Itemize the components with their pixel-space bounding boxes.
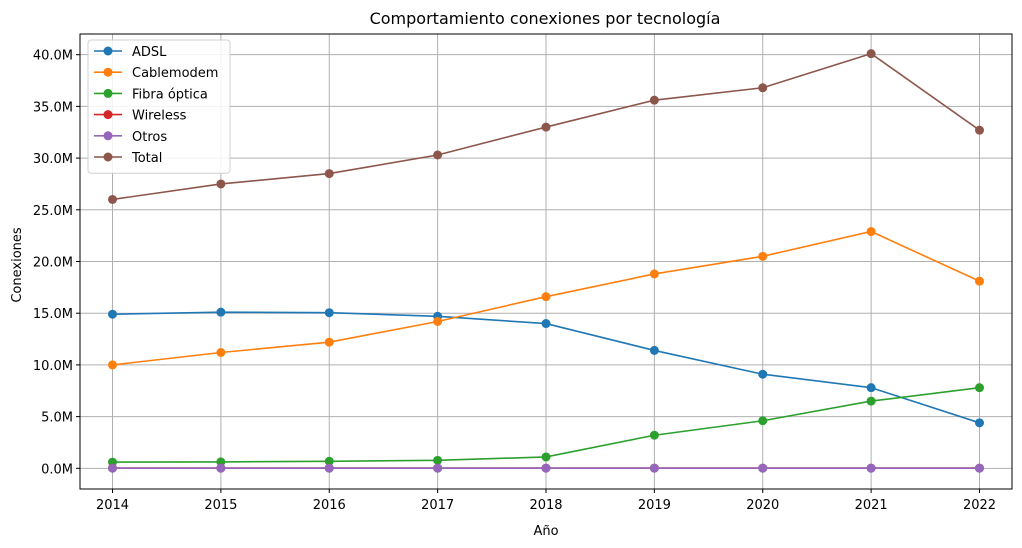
y-tick-label: 40.0M (33, 49, 73, 64)
y-tick-label: 10.0M (33, 359, 73, 374)
legend-item-wireless: Wireless (94, 109, 187, 124)
data-point-otros (866, 463, 876, 473)
legend-item-adsl: ADSL (94, 45, 167, 60)
data-point-total (649, 95, 659, 105)
y-axis-label: Conexiones (10, 227, 25, 303)
series-adsl (108, 307, 984, 428)
data-point-fibra-optica (758, 416, 768, 426)
x-tick-label: 2018 (529, 498, 562, 513)
data-point-fibra-optica (649, 430, 659, 440)
data-point-otros (649, 463, 659, 473)
data-point-adsl (649, 345, 659, 355)
legend-swatch-marker (103, 88, 113, 98)
axes: 2014 2015 2016 2017 2018 2019 2020 2021 2022 0.0M… (33, 49, 996, 513)
data-point-cablemodem (433, 316, 443, 326)
data-point-otros (433, 463, 443, 473)
data-point-cablemodem (866, 227, 876, 237)
legend: ADSL Cablemodem Fibra óptica Wireless Otros T… (87, 39, 231, 174)
data-point-fibra-optica (216, 457, 226, 467)
y-tick-label: 5.0M (41, 411, 73, 426)
legend-swatch-marker (103, 152, 113, 162)
data-point-otros (216, 463, 226, 473)
legend-label: Wireless (132, 109, 187, 124)
legend-swatch-marker (103, 67, 113, 77)
data-point-total (324, 169, 334, 179)
x-tick-label: 2015 (204, 498, 237, 513)
data-point-cablemodem (108, 360, 118, 370)
series-otros (108, 463, 984, 473)
data-point-cablemodem (649, 269, 659, 279)
legend-item-otros: Otros (94, 130, 167, 145)
legend-label: ADSL (132, 45, 167, 60)
x-tick-label: 2014 (96, 498, 129, 513)
legend-label: Cablemodem (132, 66, 218, 81)
x-tick-label: 2016 (313, 498, 346, 513)
data-point-adsl (974, 418, 984, 428)
data-point-otros (541, 463, 551, 473)
y-tick-label: 0.0M (41, 462, 73, 477)
data-point-otros (324, 463, 334, 473)
data-point-adsl (758, 369, 768, 379)
grid (80, 34, 1012, 489)
x-tick-label: 2022 (963, 498, 996, 513)
legend-swatch-marker (103, 46, 113, 56)
data-point-fibra-optica (974, 383, 984, 393)
x-tick-label: 2020 (746, 498, 779, 513)
data-point-total (108, 194, 118, 204)
data-point-total (541, 122, 551, 132)
data-point-fibra-optica (866, 396, 876, 406)
data-point-total (216, 179, 226, 189)
data-point-cablemodem (541, 292, 551, 302)
series-fibra-optica (108, 383, 984, 467)
data-point-adsl (324, 308, 334, 318)
data-point-total (433, 150, 443, 160)
data-point-total (974, 125, 984, 135)
legend-item-fibra-optica: Fibra óptica (94, 87, 208, 102)
series-layer (108, 49, 984, 473)
data-point-cablemodem (758, 251, 768, 261)
data-point-total (758, 83, 768, 93)
y-tick-label: 30.0M (33, 152, 73, 167)
legend-label: Total (131, 151, 162, 166)
legend-label: Fibra óptica (132, 87, 208, 102)
data-point-adsl (866, 383, 876, 393)
series-total (108, 49, 984, 204)
x-axis-label: Año (533, 524, 558, 539)
y-tick-label: 35.0M (33, 100, 73, 115)
data-point-fibra-optica (433, 455, 443, 465)
data-point-otros (758, 463, 768, 473)
x-tick-label: 2017 (421, 498, 454, 513)
legend-box (87, 39, 231, 174)
chart-title: Comportamiento conexiones por tecnología (370, 9, 721, 28)
legend-swatch-marker (103, 131, 113, 141)
y-tick-label: 20.0M (33, 256, 73, 271)
data-point-total (866, 49, 876, 59)
x-tick-label: 2019 (638, 498, 671, 513)
x-tick-label: 2021 (855, 498, 888, 513)
data-point-otros (108, 463, 118, 473)
legend-item-total: Total (94, 151, 162, 166)
legend-swatch-marker (103, 110, 113, 120)
data-point-cablemodem (324, 337, 334, 347)
data-point-fibra-optica (541, 452, 551, 462)
data-point-otros (974, 463, 984, 473)
y-tick-label: 15.0M (33, 307, 73, 322)
legend-item-cablemodem: Cablemodem (94, 66, 218, 81)
y-tick-label: 25.0M (33, 204, 73, 219)
data-point-adsl (541, 319, 551, 329)
series-cablemodem (108, 227, 984, 370)
data-point-adsl (216, 307, 226, 317)
data-point-fibra-optica (324, 456, 334, 466)
data-point-cablemodem (974, 276, 984, 286)
data-point-cablemodem (216, 348, 226, 357)
legend-label: Otros (132, 130, 167, 145)
data-point-adsl (108, 309, 118, 319)
